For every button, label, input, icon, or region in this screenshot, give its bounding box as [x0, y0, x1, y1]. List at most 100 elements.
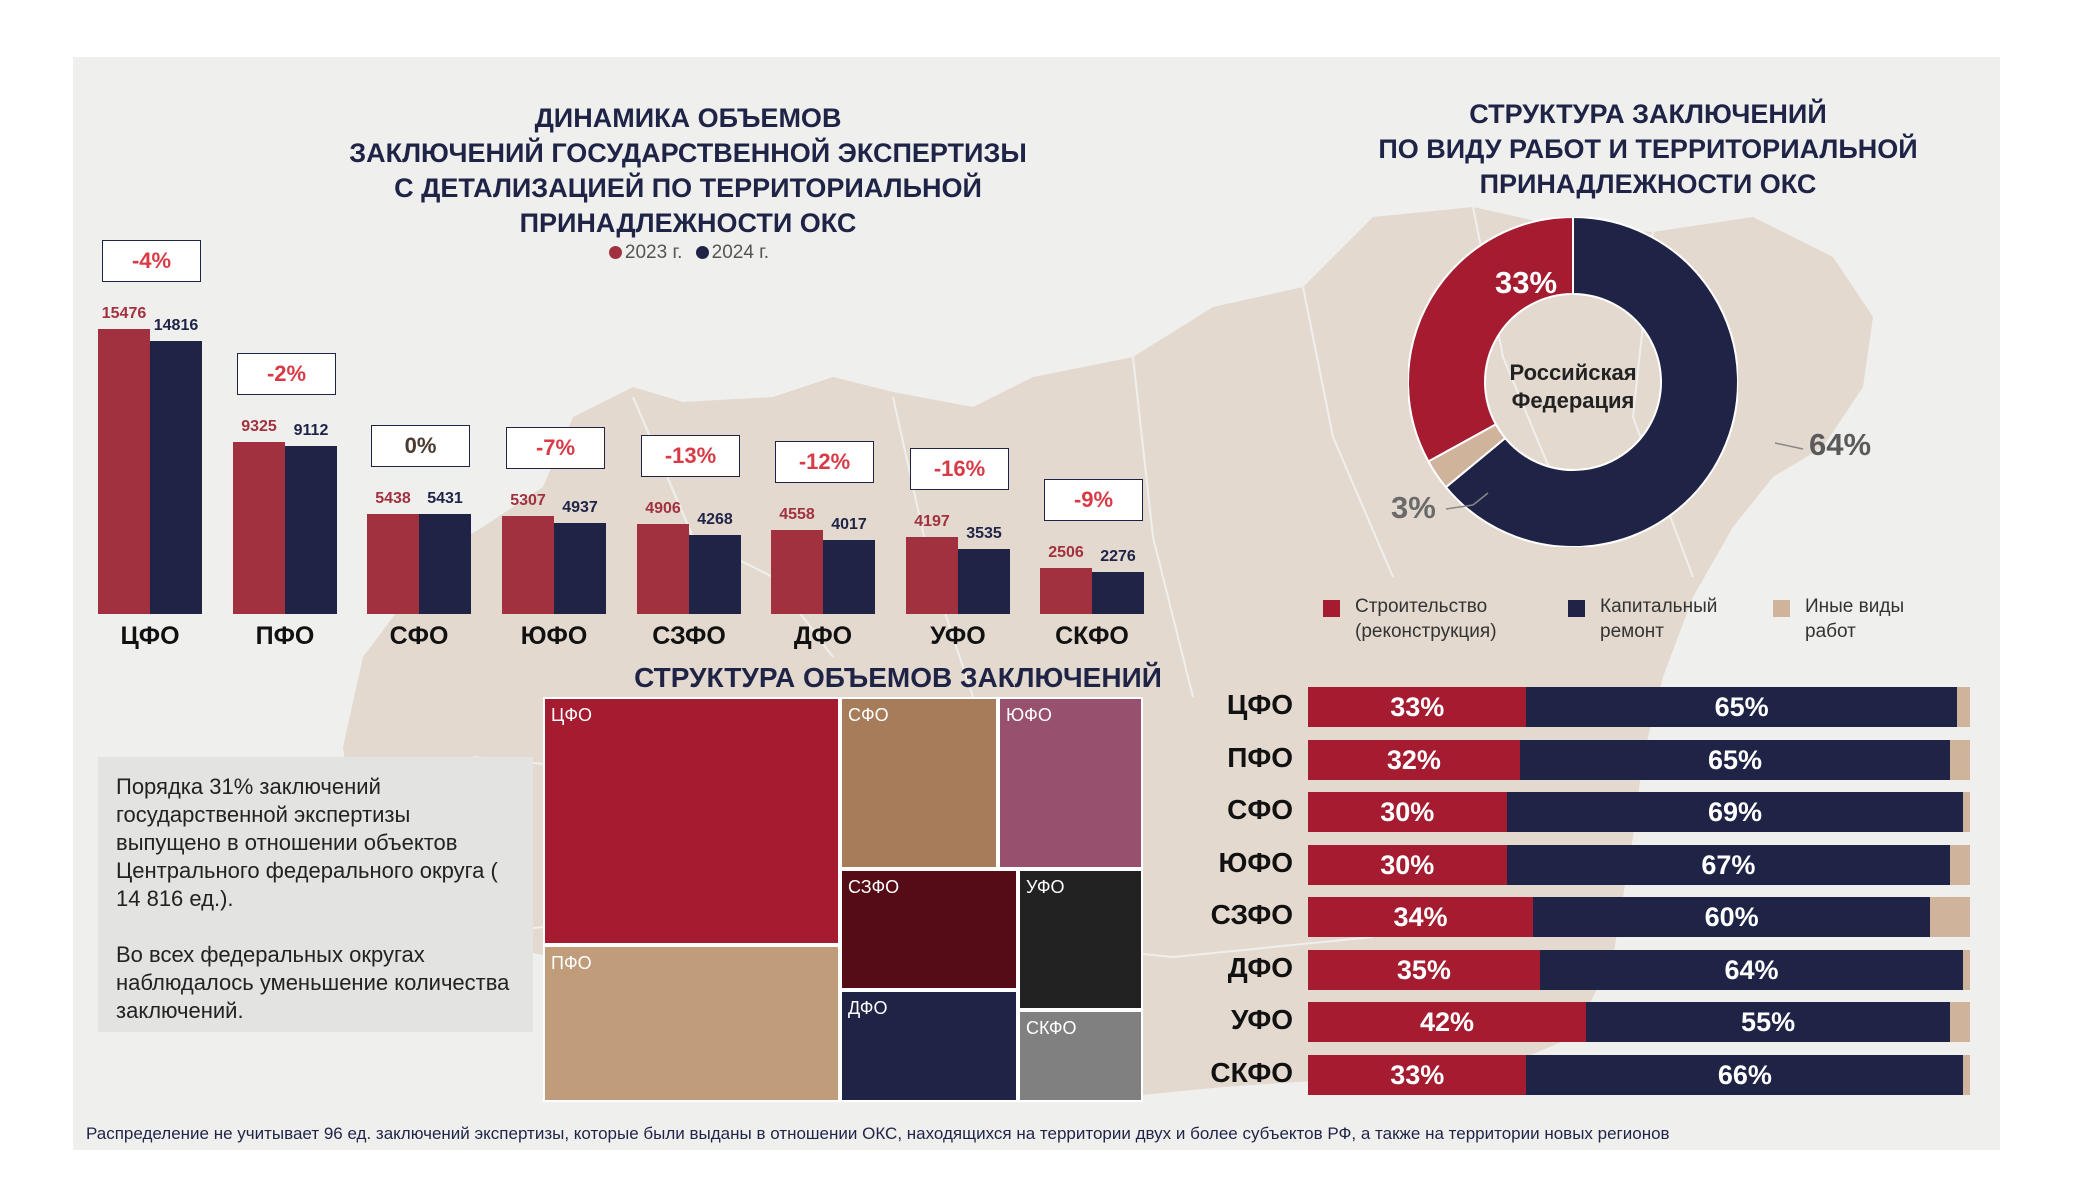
bar-2023	[233, 442, 285, 614]
change-badge: 0%	[371, 424, 470, 467]
stacked-segment-construction	[1308, 949, 1540, 990]
value-label-2023: 2506	[1048, 543, 1084, 561]
category-label: ПФО	[255, 622, 315, 650]
stacked-value-label: 33%	[1390, 692, 1445, 722]
change-badge: -2%	[237, 353, 336, 396]
stacked-segment-construction	[1308, 739, 1520, 780]
stacked-category-label: ДФО	[1227, 951, 1293, 983]
legend-label-2023: 2023 г.	[624, 242, 683, 263]
category-label: СФО	[389, 622, 449, 650]
legend-swatch-repair	[1568, 600, 1585, 617]
stacked-value-label: 64%	[1724, 954, 1779, 985]
stacked-segment-repair	[1539, 949, 1964, 990]
value-label-2024: 3535	[966, 524, 1002, 542]
stacked-segment-other	[1950, 844, 1970, 885]
bar-2024	[419, 513, 471, 614]
bar-2024	[554, 523, 606, 614]
category-label: СКФО	[1055, 622, 1129, 650]
stacked-segment-construction	[1308, 792, 1507, 832]
stacked-segment-construction	[1308, 1002, 1587, 1042]
stacked-category-label: ЦФО	[1226, 689, 1293, 720]
stacked-value-label: 30%	[1380, 849, 1435, 880]
value-label-2024: 4017	[831, 516, 867, 534]
value-label-2024: 5431	[427, 489, 463, 507]
bar-2023	[637, 523, 689, 614]
stacked-segment-repair	[1506, 792, 1964, 832]
stacked-value-label: 60%	[1704, 902, 1759, 932]
stacked-value-label: 35%	[1396, 954, 1451, 985]
donut-title: СТРУКТУРА ЗАКЛЮЧЕНИЙ ПО ВИДУ РАБОТ И ТЕР…	[1378, 99, 1918, 199]
treemap-cell: ЦФО	[543, 697, 840, 945]
donut-leader-lines	[1445, 442, 1804, 510]
donut-label-repair: 64%	[1809, 427, 1872, 462]
stacked-segment-other	[1950, 739, 1970, 780]
stacked-category-label: ЮФО	[1218, 846, 1293, 878]
value-label-2024: 4937	[562, 499, 598, 517]
donut-slice-repair	[1444, 217, 1738, 547]
bar-2024	[285, 446, 337, 614]
stacked-segment-repair	[1519, 739, 1951, 780]
stacked-segment-repair	[1526, 1054, 1964, 1095]
stacked-segment-repair	[1586, 1002, 1951, 1042]
donut-slice-construction	[1408, 217, 1574, 463]
bar-2023	[98, 329, 150, 614]
value-label-2023: 4906	[645, 499, 681, 517]
bar-2023	[906, 536, 958, 614]
stacked-segment-construction	[1308, 687, 1527, 727]
stacked-value-label: 33%	[1390, 1059, 1445, 1090]
stacked-value-label: 42%	[1419, 1007, 1475, 1037]
change-badge: -12%	[775, 441, 874, 484]
stacked-value-label: 67%	[1701, 849, 1756, 880]
stacked-segment-construction	[1308, 844, 1507, 885]
value-label-2024: 2276	[1100, 548, 1136, 566]
bar-2023	[1040, 567, 1092, 614]
value-label-2023: 4558	[779, 506, 815, 524]
legend-swatch-2023	[608, 246, 622, 259]
stacked-value-label: 55%	[1741, 1007, 1796, 1037]
category-label: ДФО	[793, 622, 853, 650]
value-label-2023: 5438	[375, 489, 411, 507]
change-badge: -16%	[910, 447, 1009, 490]
stacked-segment-repair	[1506, 844, 1951, 885]
treemap-title: СТРУКТУРА ОБЪЕМОВ ЗАКЛЮЧЕНИЙ	[634, 662, 1162, 693]
legend-swatch-construction	[1323, 600, 1340, 617]
bar-2024	[823, 540, 875, 614]
footnote: Распределение не учитывает 96 ед. заключ…	[86, 1124, 1670, 1143]
bar-2024	[1092, 572, 1144, 614]
value-label-2023: 9325	[241, 418, 277, 436]
change-badge: -9%	[1044, 478, 1143, 521]
treemap-cell: СФО	[840, 697, 998, 869]
bar-2024	[150, 341, 202, 614]
value-label-2023: 5307	[510, 492, 546, 510]
value-label-2023: 4197	[914, 512, 950, 530]
treemap-cell: ЮФО	[998, 697, 1143, 869]
stacked-segment-other	[1930, 897, 1970, 937]
change-badge: -4%	[102, 240, 201, 282]
stacked-segment-other	[1963, 949, 1970, 990]
change-badge: -7%	[506, 427, 605, 470]
category-label: ЮФО	[520, 622, 588, 650]
legend-label-2024: 2024 г.	[711, 242, 770, 263]
donut-chart	[1408, 217, 1738, 547]
bar-2023	[367, 513, 419, 614]
bar-chart-title: ДИНАМИКА ОБЪЕМОВ ЗАКЛЮЧЕНИЙ ГОСУДАРСТВЕН…	[349, 103, 1027, 238]
bar-2024	[958, 548, 1010, 614]
stacked-segment-construction	[1308, 1054, 1527, 1095]
stacked-value-label: 34%	[1393, 902, 1448, 932]
stacked-category-label: УФО	[1230, 1004, 1293, 1035]
note-paragraph-2: Во всех федеральных округах наблюдалось …	[116, 942, 510, 1023]
donut-center-label: Российская Федерация	[1509, 360, 1637, 413]
legend-swatch-other	[1773, 600, 1790, 617]
value-label-2024: 14816	[153, 317, 199, 335]
stacked-segment-repair	[1533, 897, 1931, 937]
treemap-cell: СКФО	[1018, 1010, 1143, 1102]
bar-chart-legend: 2023 г. 2024 г.	[533, 242, 853, 264]
bar-2023	[502, 516, 554, 614]
note-box: Порядка 31% заключений государственной э…	[98, 757, 533, 1032]
stacked-value-label: 69%	[1707, 797, 1762, 827]
stacked-category-label: СФО	[1227, 794, 1293, 825]
treemap-cell: ПФО	[543, 945, 840, 1102]
category-label: СЗФО	[652, 622, 726, 650]
stacked-segment-other	[1956, 687, 1970, 727]
treemap-cell: УФО	[1018, 869, 1143, 1010]
